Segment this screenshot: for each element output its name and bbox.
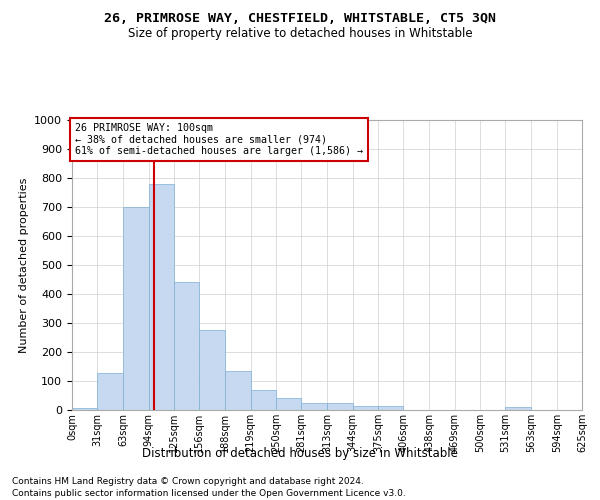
- Text: 26, PRIMROSE WAY, CHESTFIELD, WHITSTABLE, CT5 3QN: 26, PRIMROSE WAY, CHESTFIELD, WHITSTABLE…: [104, 12, 496, 26]
- Bar: [149, 184, 174, 410]
- Y-axis label: Number of detached properties: Number of detached properties: [19, 178, 29, 352]
- Text: Contains HM Land Registry data © Crown copyright and database right 2024.: Contains HM Land Registry data © Crown c…: [12, 478, 364, 486]
- Text: Contains public sector information licensed under the Open Government Licence v3: Contains public sector information licen…: [12, 489, 406, 498]
- Text: Size of property relative to detached houses in Whitstable: Size of property relative to detached ho…: [128, 28, 472, 40]
- Bar: [328, 403, 353, 410]
- Bar: [199, 330, 226, 410]
- Bar: [124, 207, 149, 410]
- Bar: [251, 390, 276, 410]
- Text: Distribution of detached houses by size in Whitstable: Distribution of detached houses by size …: [142, 448, 458, 460]
- Bar: [378, 406, 403, 410]
- Bar: [72, 408, 97, 410]
- Bar: [353, 406, 378, 410]
- Bar: [276, 398, 301, 410]
- Bar: [97, 373, 124, 410]
- Bar: [301, 403, 328, 410]
- Bar: [226, 372, 251, 410]
- Bar: [174, 282, 199, 410]
- Text: 26 PRIMROSE WAY: 100sqm
← 38% of detached houses are smaller (974)
61% of semi-d: 26 PRIMROSE WAY: 100sqm ← 38% of detache…: [74, 123, 362, 156]
- Bar: [505, 407, 532, 410]
